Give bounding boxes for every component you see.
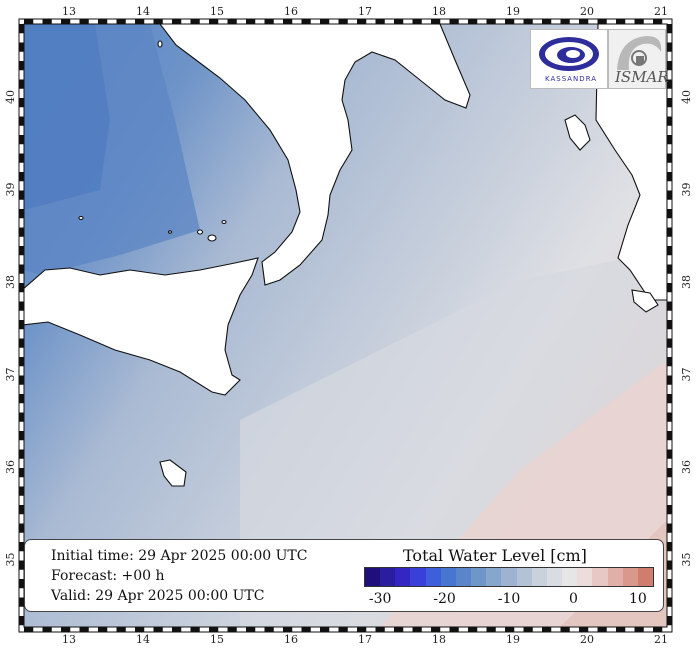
map-border-stripes — [19, 19, 672, 632]
latitude-tick-label: 36 — [680, 460, 693, 474]
latitude-tick-label: 37 — [680, 368, 693, 382]
legend-box: Initial time: 29 Apr 2025 00:00 UTC Fore… — [24, 539, 664, 612]
longitude-tick-label: 20 — [580, 633, 594, 646]
latitude-tick-label: 38 — [680, 275, 693, 289]
longitude-tick-label: 16 — [284, 633, 298, 646]
colorbar-segment — [592, 568, 608, 586]
latitude-tick-label: 35 — [680, 553, 693, 567]
valid-time-label: Valid: 29 Apr 2025 00:00 UTC — [51, 588, 265, 604]
colorbar-segment — [516, 568, 532, 586]
kassandra-logo: KASSANDRA — [530, 29, 608, 89]
colorbar-segment — [410, 568, 426, 586]
colorbar-tick-label: -30 — [368, 591, 392, 607]
colorbar-tick-label: -20 — [433, 591, 456, 607]
ismar-logo-icon — [617, 36, 662, 70]
colorbar-segment — [607, 568, 623, 586]
longitude-labels-bottom: 13 14 15 16 17 18 19 20 21 — [62, 633, 668, 646]
colorbar-segment — [455, 568, 472, 586]
colorbar-tick-label: -10 — [497, 591, 521, 607]
land — [24, 24, 667, 487]
colorbar-segment — [365, 568, 381, 586]
latitude-labels-left: 40 39 38 37 36 35 — [4, 90, 17, 567]
initial-time-label: Initial time: 29 Apr 2025 00:00 UTC — [51, 548, 308, 564]
colorbar-segment — [562, 568, 578, 586]
longitude-tick-label: 14 — [136, 633, 150, 646]
latitude-tick-label: 37 — [4, 368, 17, 382]
longitude-tick-label: 19 — [506, 5, 520, 18]
latitude-tick-label: 40 — [680, 90, 693, 104]
longitude-tick-label: 14 — [136, 5, 150, 18]
latitude-labels-right: 40 39 38 37 36 35 — [680, 90, 693, 567]
colorbar-tick-label: 10 — [628, 591, 647, 607]
colorbar-tick-label: 0 — [568, 591, 578, 607]
colorbar-segment — [577, 568, 593, 586]
colorbar-title: Total Water Level [cm] — [403, 546, 587, 565]
latitude-tick-label: 39 — [680, 183, 693, 197]
colorbar-segment — [471, 568, 487, 586]
ismar-logo: ISMAR — [608, 29, 669, 89]
longitude-tick-label: 21 — [654, 633, 668, 646]
longitude-tick-label: 17 — [358, 5, 372, 18]
longitude-tick-label: 19 — [506, 633, 520, 646]
kassandra-logo-text: KASSANDRA — [545, 75, 598, 83]
colorbar-segment — [622, 568, 638, 586]
colorbar-segment — [637, 568, 653, 586]
latitude-tick-label: 38 — [4, 275, 17, 289]
colorbar-segment — [395, 568, 411, 586]
longitude-tick-label: 21 — [654, 5, 668, 18]
longitude-tick-label: 15 — [210, 633, 224, 646]
longitude-tick-label: 18 — [432, 633, 446, 646]
colorbar — [364, 567, 654, 587]
longitude-tick-label: 15 — [210, 5, 224, 18]
colorbar-segment — [546, 568, 563, 586]
colorbar-segment — [440, 568, 456, 586]
latitude-tick-label: 39 — [4, 183, 17, 197]
colorbar-segment — [425, 568, 441, 586]
longitude-tick-label: 13 — [62, 5, 76, 18]
longitude-tick-label: 16 — [284, 5, 298, 18]
longitude-tick-label: 18 — [432, 5, 446, 18]
latitude-tick-label: 40 — [4, 90, 17, 104]
longitude-tick-label: 17 — [358, 633, 372, 646]
colorbar-segment — [501, 568, 517, 586]
kassandra-logo-icon — [539, 37, 599, 71]
forecast-label: Forecast: +00 h — [51, 568, 165, 584]
longitude-tick-label: 20 — [580, 5, 594, 18]
colorbar-segment — [531, 568, 547, 586]
sea-field — [24, 24, 667, 627]
longitude-tick-label: 13 — [62, 633, 76, 646]
latitude-tick-label: 36 — [4, 460, 17, 474]
colorbar-segment — [486, 568, 502, 586]
latitude-tick-label: 35 — [4, 553, 17, 567]
colorbar-segment — [380, 568, 396, 586]
ismar-logo-text: ISMAR — [615, 68, 669, 86]
longitude-labels-top: 13 14 15 16 17 18 19 20 21 — [62, 5, 668, 18]
